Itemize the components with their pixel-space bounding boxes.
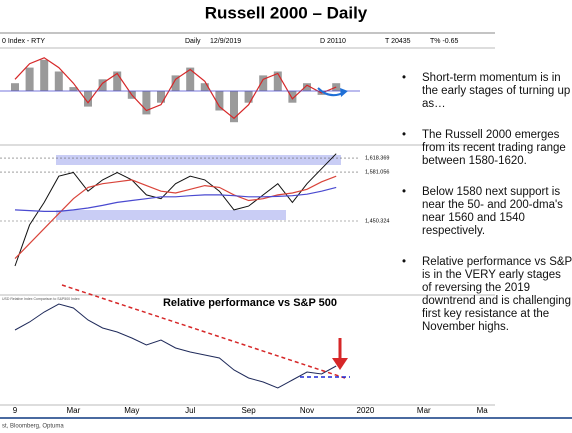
header-date: 12/9/2019 — [210, 38, 241, 45]
alert-arrow-head — [332, 358, 348, 370]
header-t: T 20435 — [385, 38, 411, 45]
histogram-bar — [244, 91, 253, 103]
series-line — [14, 175, 337, 260]
header-tpct: T% -0.65 — [430, 38, 459, 45]
histogram-bar — [98, 79, 107, 91]
histogram-bar — [157, 91, 165, 103]
bullet-list: Short-term momentum is in the early stag… — [396, 72, 572, 352]
histogram-bar — [230, 91, 238, 123]
bullet: Relative performance vs S&P is in the VE… — [396, 256, 572, 334]
range-band — [56, 155, 341, 165]
panel-title: Relative performance vs S&P 500 — [163, 297, 337, 309]
histogram-bar — [303, 83, 311, 91]
bullet: Short-term momentum is in the early stag… — [396, 72, 572, 111]
histogram-bar — [11, 83, 19, 91]
histogram-bar — [215, 91, 224, 111]
panel-subtitle: USD Relative Index Comparison to S&P500 … — [2, 297, 80, 301]
range-band — [56, 210, 286, 220]
turn-arrow-head — [340, 88, 348, 97]
histogram-bar — [171, 75, 180, 91]
histogram-bar — [142, 91, 151, 115]
header-period: Daily — [185, 38, 201, 45]
source: st, Bloomberg, Optuma — [2, 424, 64, 430]
downtrend-line — [61, 284, 346, 379]
x-tick-label: Jul — [185, 406, 195, 415]
y-tick-label: 1,618.369 — [365, 156, 389, 162]
histogram-bar — [69, 87, 78, 91]
x-tick-label: Ma — [477, 406, 489, 415]
histogram-bar — [25, 67, 34, 91]
slide-title: Russell 2000 – Daily — [205, 3, 368, 22]
y-tick-label: 1,450.324 — [365, 218, 389, 224]
histogram-bar — [40, 59, 49, 91]
x-tick-label: May — [124, 406, 139, 415]
histogram-bar — [54, 71, 63, 91]
x-tick-label: 2020 — [357, 406, 375, 415]
histogram-bar — [84, 91, 92, 107]
series-line — [14, 57, 337, 120]
histogram-bar — [259, 75, 268, 91]
x-tick-label: 9 — [13, 406, 18, 415]
x-tick-label: Sep — [241, 406, 256, 415]
histogram-bar — [288, 91, 297, 103]
header-d: D 20110 — [320, 38, 346, 45]
header-instrument: 0 Index - RTY — [2, 38, 45, 45]
histogram-bar — [273, 71, 282, 91]
bullet: Below 1580 next support is near the 50- … — [396, 186, 572, 238]
x-tick-label: Nov — [300, 406, 314, 415]
bullet: The Russell 2000 emerges from its recent… — [396, 129, 572, 168]
histogram-bar — [113, 71, 122, 91]
histogram-bar — [186, 67, 195, 91]
series-line — [14, 153, 337, 267]
histogram-bar — [200, 83, 209, 91]
series-line — [14, 186, 337, 212]
x-tick-label: Mar — [67, 406, 81, 415]
y-tick-label: 1,581.056 — [365, 170, 389, 176]
series-line — [14, 303, 337, 389]
x-tick-label: Mar — [417, 406, 431, 415]
